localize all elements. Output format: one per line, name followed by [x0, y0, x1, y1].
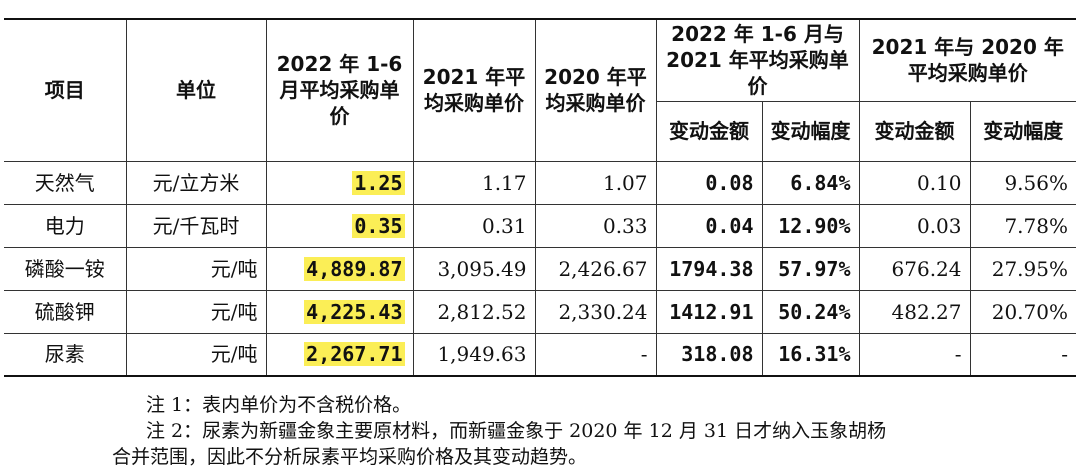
note-1: 注 1：表内单价为不含税价格。 — [146, 394, 412, 416]
table-row: 磷酸一铵 元/吨 4,889.87 3,095.49 2,426.67 1794… — [4, 246, 1076, 291]
cell-change-rate-1: 16.31% — [761, 332, 860, 377]
cell-unit: 元/吨 — [125, 289, 267, 334]
header-price-2022: 2022 年 1-6 月平均采购单价 — [265, 18, 414, 162]
cell-price-2022: 4,225.43 — [304, 299, 405, 324]
cell-price-2022: 1.25 — [352, 170, 405, 195]
header-compare-2022-2021: 2022 年 1-6 月与 2021 年平均采购单价 — [655, 18, 860, 102]
cell-change-amount-2: 676.24 — [858, 246, 971, 291]
cell-item: 天然气 — [4, 160, 127, 205]
cell-price-2022: 2,267.71 — [304, 342, 405, 367]
cell-price-2022: 0.35 — [352, 213, 405, 238]
cell-item: 尿素 — [4, 332, 127, 377]
table-notes: 注 1：表内单价为不含税价格。 注 2：尿素为新疆金象主要原材料，而新疆金象于 … — [0, 392, 1080, 470]
cell-change-rate-2: 27.95% — [969, 246, 1076, 291]
cell-change-rate-1: 6.84% — [761, 160, 860, 205]
cell-price-2021: 1.17 — [412, 160, 536, 205]
cell-price-2020: 1.07 — [534, 160, 657, 205]
cell-change-amount-1: 1412.91 — [655, 289, 763, 334]
table-row: 尿素 元/吨 2,267.71 1,949.63 - 318.08 16.31%… — [4, 332, 1076, 377]
cell-change-rate-1: 50.24% — [761, 289, 860, 334]
header-price-2021: 2021 年平均采购单价 — [412, 18, 536, 162]
header-price-2020: 2020 年平均采购单价 — [534, 18, 657, 162]
cell-change-rate-2: 9.56% — [969, 160, 1076, 205]
cell-price-2021: 3,095.49 — [412, 246, 536, 291]
cell-change-amount-1: 0.08 — [655, 160, 763, 205]
cell-item: 硫酸钾 — [4, 289, 127, 334]
header-change-rate-2: 变动幅度 — [969, 100, 1076, 162]
cell-change-amount-1: 318.08 — [655, 332, 763, 377]
purchase-price-table: 项目 单位 2022 年 1-6 月平均采购单价 2021 年平均采购单价 20… — [4, 18, 1076, 377]
cell-change-amount-1: 1794.38 — [655, 246, 763, 291]
cell-price-2021: 0.31 — [412, 203, 536, 248]
cell-change-amount-2: - — [858, 332, 971, 377]
cell-change-rate-1: 12.90% — [761, 203, 860, 248]
cell-change-rate-2: 7.78% — [969, 203, 1076, 248]
header-item: 项目 — [4, 18, 127, 162]
table-row: 天然气 元/立方米 1.25 1.17 1.07 0.08 6.84% 0.10… — [4, 160, 1076, 205]
header-change-amount-2: 变动金额 — [858, 100, 971, 162]
header-compare-2021-2020: 2021 年与 2020 年平均采购单价 — [858, 18, 1076, 102]
note-2-line-2: 合并范围，因此不分析尿素平均采购价格及其变动趋势。 — [112, 446, 588, 468]
cell-change-amount-2: 0.03 — [858, 203, 971, 248]
cell-change-amount-2: 482.27 — [858, 289, 971, 334]
header-change-amount-1: 变动金额 — [656, 100, 763, 162]
cell-change-amount-1: 0.04 — [655, 203, 763, 248]
cell-change-amount-2: 0.10 — [858, 160, 971, 205]
table-row: 电力 元/千瓦时 0.35 0.31 0.33 0.04 12.90% 0.03… — [4, 203, 1076, 248]
cell-item: 电力 — [4, 203, 127, 248]
cell-unit: 元/千瓦时 — [125, 203, 267, 248]
cell-price-2020: 2,330.24 — [534, 289, 657, 334]
cell-unit: 元/立方米 — [125, 160, 267, 205]
cell-change-rate-1: 57.97% — [761, 246, 860, 291]
cell-price-2020: 0.33 — [534, 203, 657, 248]
cell-item: 磷酸一铵 — [4, 246, 127, 291]
cell-unit: 元/吨 — [125, 332, 267, 377]
cell-price-2021: 1,949.63 — [412, 332, 536, 377]
cell-unit: 元/吨 — [125, 246, 267, 291]
header-change-rate-1: 变动幅度 — [761, 100, 860, 162]
cell-price-2020: - — [534, 332, 657, 377]
header-unit: 单位 — [125, 18, 267, 162]
cell-price-2020: 2,426.67 — [534, 246, 657, 291]
cell-price-2021: 2,812.52 — [412, 289, 536, 334]
cell-price-2022: 4,889.87 — [304, 256, 405, 281]
cell-change-rate-2: 20.70% — [969, 289, 1076, 334]
note-2-line-1: 注 2：尿素为新疆金象主要原材料，而新疆金象于 2020 年 12 月 31 日… — [146, 420, 887, 442]
cell-change-rate-2: - — [969, 332, 1076, 377]
table-row: 硫酸钾 元/吨 4,225.43 2,812.52 2,330.24 1412.… — [4, 289, 1076, 334]
